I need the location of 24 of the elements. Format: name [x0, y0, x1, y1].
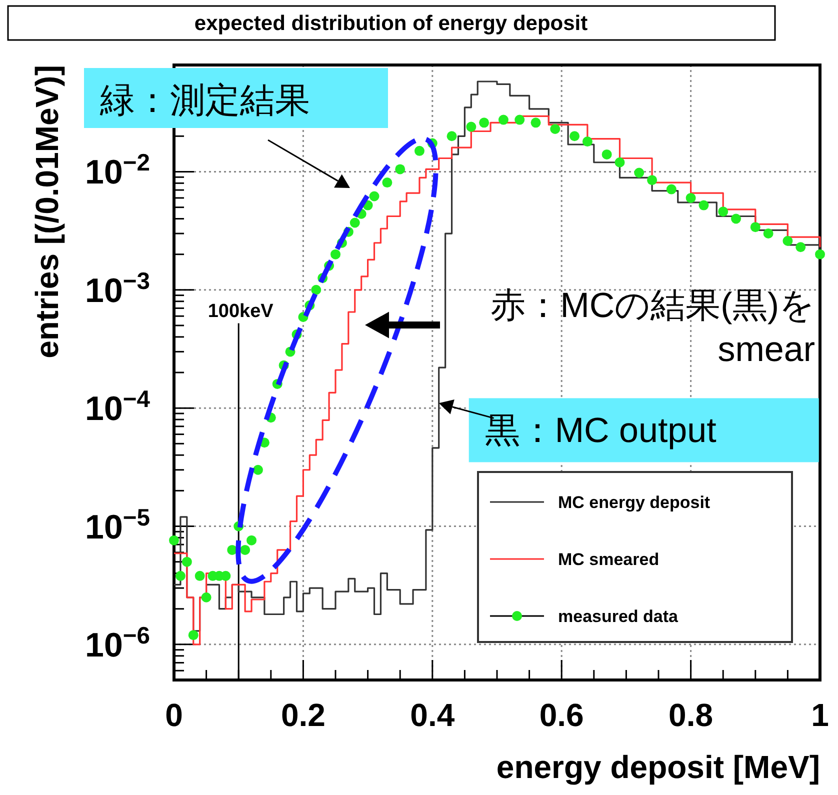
annotation: 赤：MCの結果(黒)を smear [490, 286, 815, 369]
y-axis-title: entries [(/0.01MeV)] [29, 65, 65, 358]
y-tick-label: 10$^{−3}$ [85, 267, 150, 310]
legend-label: measured data [558, 607, 679, 626]
annotation: 緑：測定結果 [84, 68, 388, 128]
x-axis-title: energy deposit [MeV] [496, 749, 820, 785]
y-tick-label: 10$^{−4}$ [85, 386, 151, 428]
annotation: 黒：MC output [484, 411, 717, 450]
legend-label: MC energy deposit [558, 493, 710, 512]
legend-label: MC smeared [558, 550, 660, 569]
y-tick-label: 10$^{−5}$ [85, 504, 150, 546]
y-tick-label: 10$^{−6}$ [85, 622, 150, 664]
x-tick-label: 0.2 [280, 697, 326, 733]
annotation: 黒：MC output [468, 398, 819, 462]
x-tick-label: 0.8 [668, 697, 714, 733]
ref-line: 100keV [208, 301, 274, 680]
x-tick-label: 1 [811, 697, 829, 733]
y-tick-label: 10$^{−2}$ [85, 149, 150, 192]
chart-title: expected distribution of energy deposit [194, 12, 588, 35]
x-tick-label: 0.6 [539, 697, 584, 733]
x-tick-label: 0 [165, 697, 183, 733]
x-tick-label: 0.4 [410, 697, 455, 733]
ref-line-label: 100keV [208, 301, 274, 322]
annotation: 緑：測定結果 [99, 81, 310, 120]
